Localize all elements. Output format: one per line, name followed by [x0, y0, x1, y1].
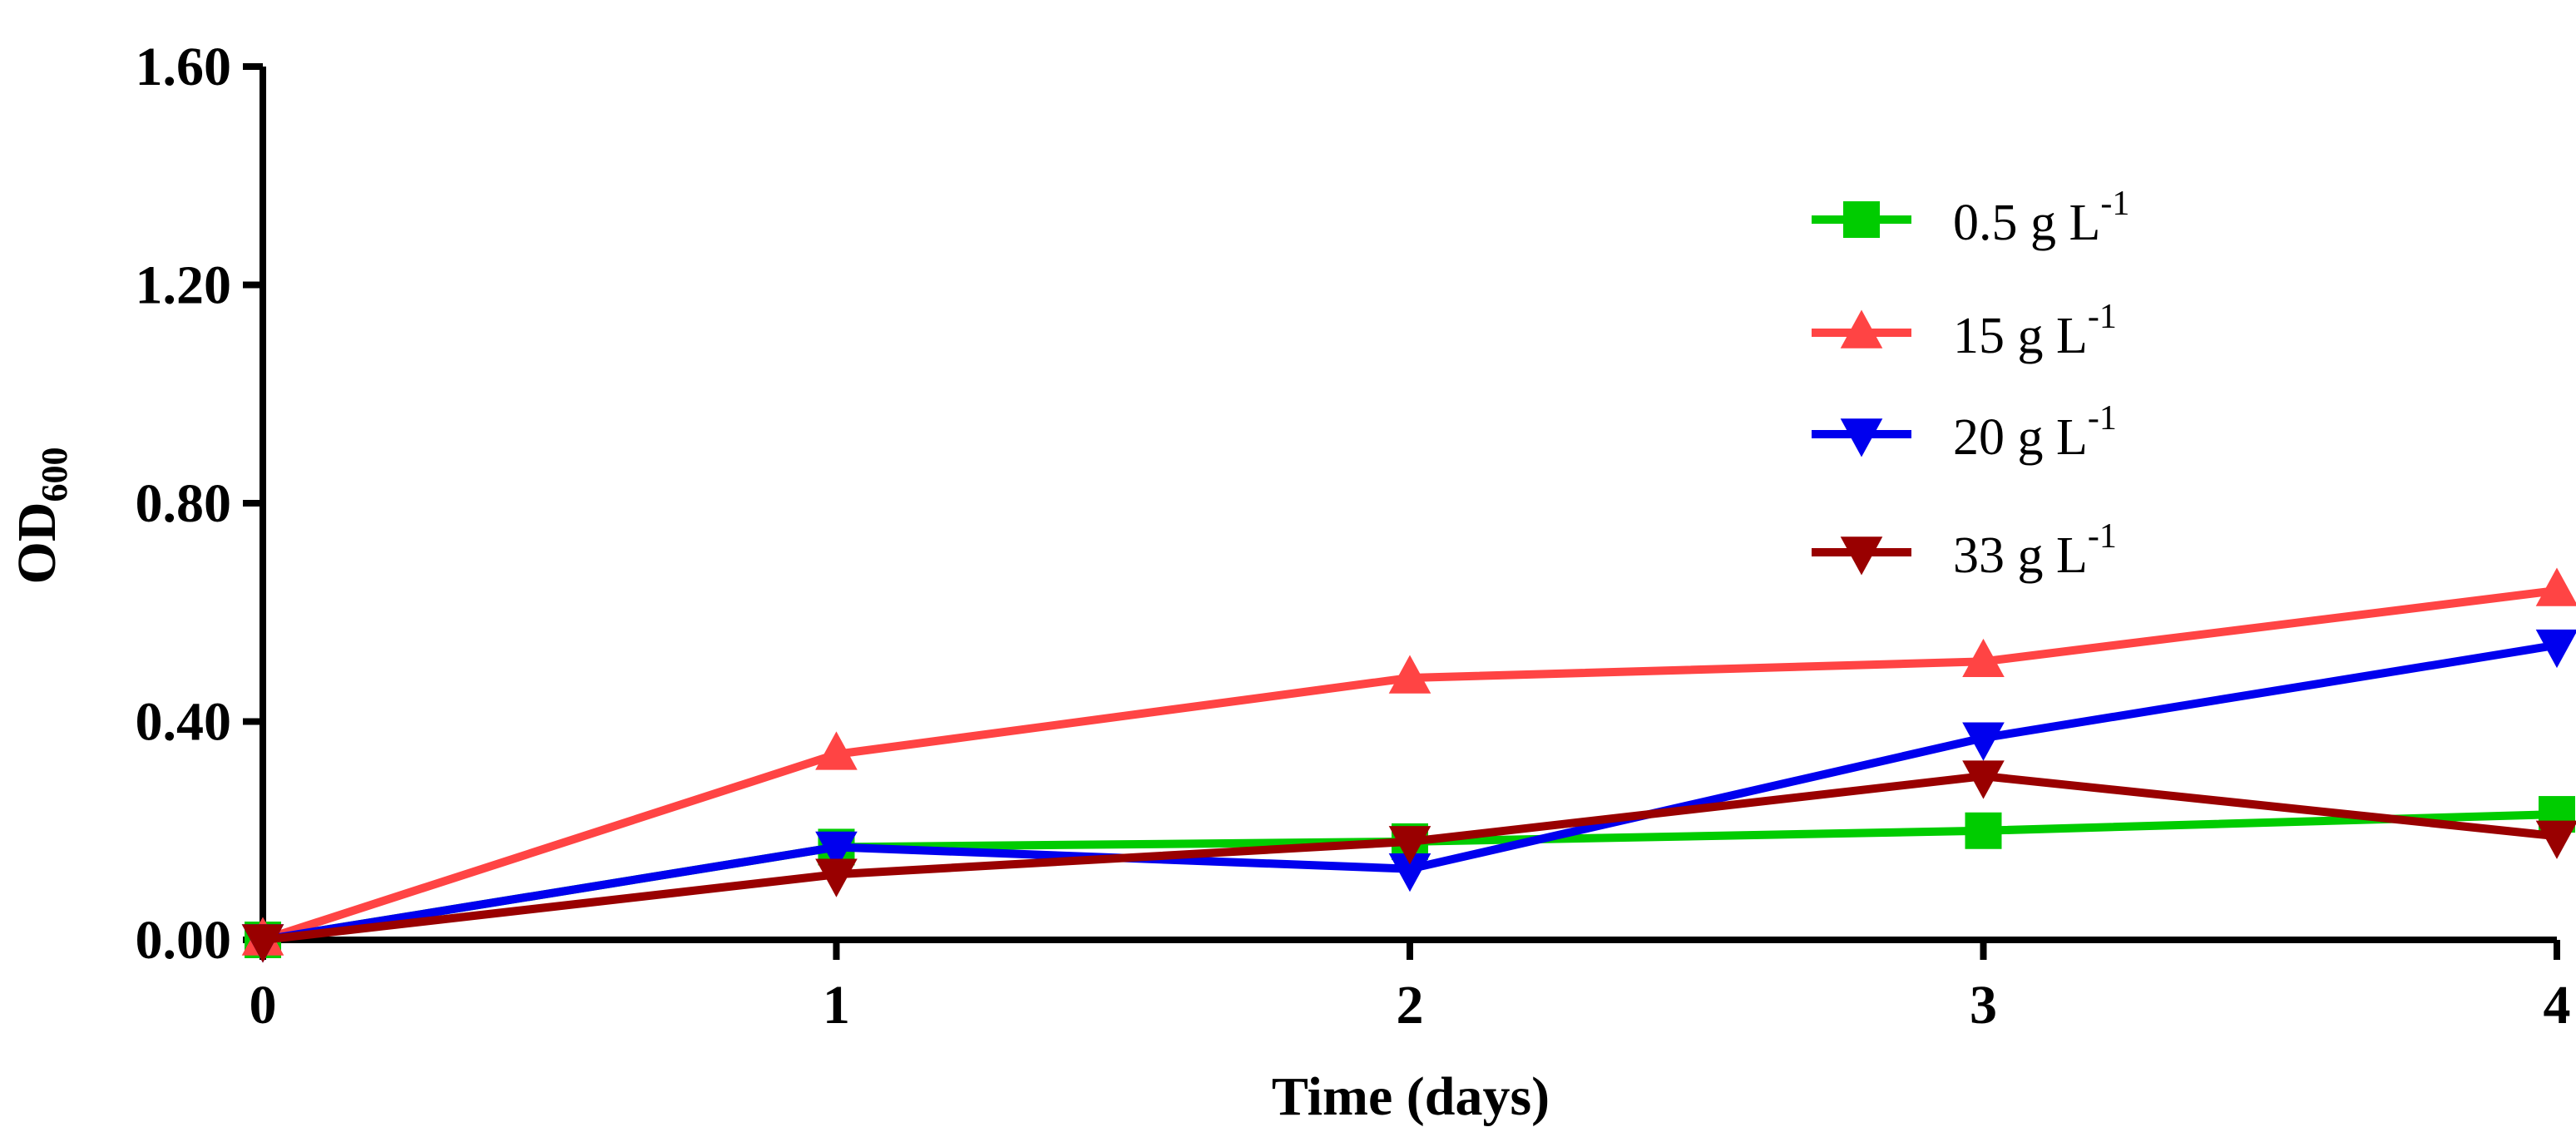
legend-entry: 15 g L-1: [1812, 298, 2117, 364]
data-point: [1388, 655, 1431, 694]
y-tick-label: 1.20: [136, 255, 232, 316]
y-tick-label: 0.00: [136, 910, 232, 971]
data-point: [1388, 853, 1431, 892]
legend-marker: [1843, 201, 1880, 238]
legend-label: 0.5 g L-1: [1953, 185, 2129, 251]
legend-entry: 0.5 g L-1: [1812, 185, 2129, 251]
data-point: [2535, 567, 2576, 606]
legend-entry: 33 g L-1: [1812, 517, 2117, 584]
y-tick-label: 1.60: [136, 37, 232, 97]
series-3: [241, 760, 2576, 963]
x-axis-title: Time (days): [1272, 1066, 1550, 1127]
data-point: [241, 924, 284, 963]
data-point: [1962, 722, 2005, 761]
data-point: [1962, 760, 2005, 799]
data-point: [815, 731, 858, 770]
legend: 0.5 g L-1 15 g L-1 20 g L-1 33 g L-1: [1812, 185, 2129, 584]
x-tick-label: 1: [823, 975, 850, 1036]
data-point: [2535, 629, 2576, 669]
legend-marker: [1840, 309, 1883, 349]
axis-titles: Time (days) OD600: [7, 447, 1550, 1128]
legend-label: 15 g L-1: [1953, 298, 2117, 364]
x-tick-label: 3: [1970, 975, 1997, 1036]
legend-label: 20 g L-1: [1953, 399, 2117, 466]
legend-marker: [1840, 536, 1883, 576]
y-axis-title-main: OD: [7, 502, 67, 585]
data-point: [1965, 812, 2002, 849]
legend-label: 33 g L-1: [1953, 517, 2117, 584]
y-tick-label: 0.40: [136, 692, 232, 753]
y-axis-title-subscript: 600: [34, 447, 75, 502]
x-tick-label: 2: [1397, 975, 1424, 1036]
data-point: [2535, 820, 2576, 859]
data-point: [1962, 638, 2005, 678]
series-1: [241, 567, 2576, 956]
x-tick-label: 4: [2544, 975, 2571, 1036]
y-tick-label: 0.80: [136, 473, 232, 534]
legend-marker: [1840, 418, 1883, 457]
data-point: [1388, 826, 1431, 865]
data-point: [815, 831, 858, 870]
x-tick-label: 0: [250, 975, 277, 1036]
legend-entry: 20 g L-1: [1812, 399, 2117, 466]
data-point: [815, 858, 858, 897]
series-layer: [241, 567, 2576, 963]
y-axis-title: OD600: [7, 447, 75, 585]
axes: 0.00 0.40 0.80 1.20 1.60 0 1 2 3 4: [136, 37, 2571, 1036]
